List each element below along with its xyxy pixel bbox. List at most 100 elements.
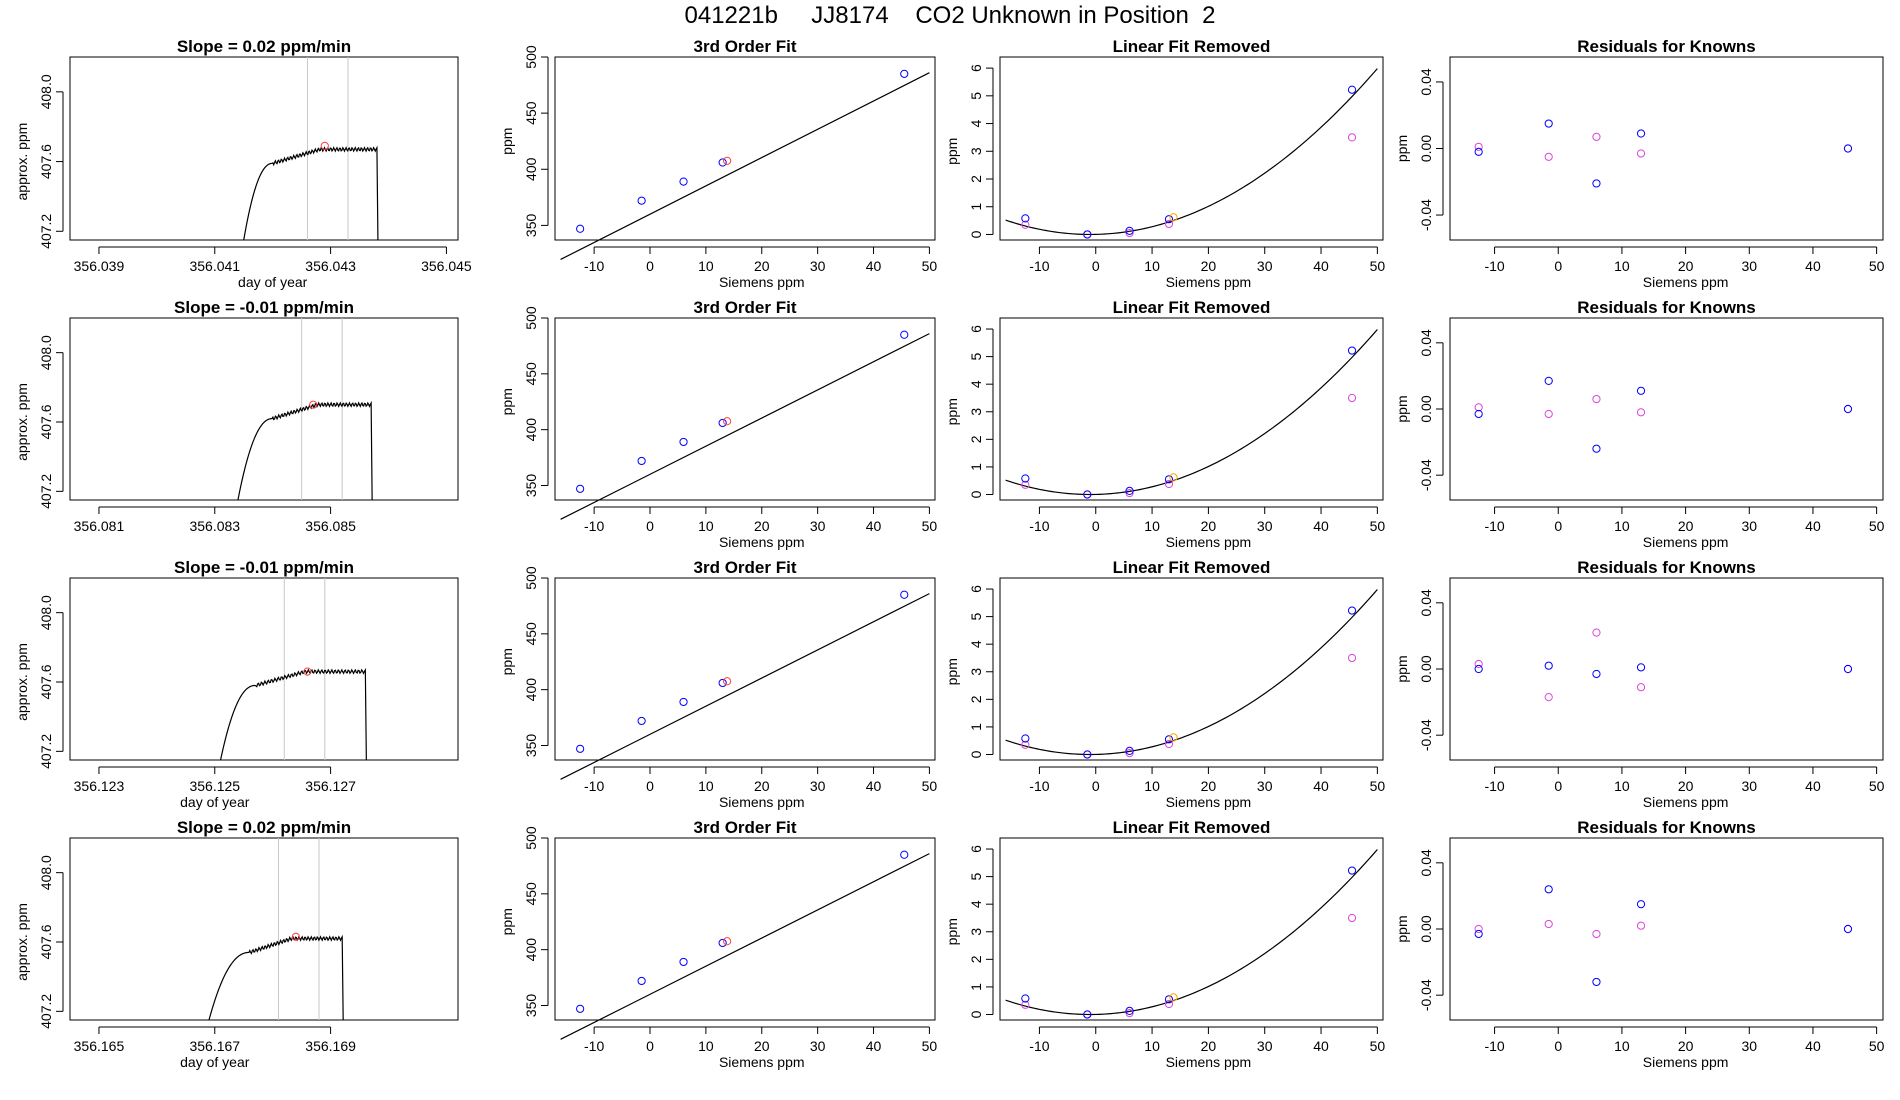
- x-tick-label: 10: [698, 778, 714, 794]
- trace-panel: Slope = 0.02 ppm/min 356.039 356.041 356.04…: [14, 37, 472, 290]
- alt-point: [1164, 999, 1174, 1009]
- y-tick-label: -0.04: [1418, 199, 1434, 231]
- x-tick-label: 30: [1741, 258, 1757, 274]
- residual-point: [1592, 977, 1601, 987]
- y-tick-label: 5: [968, 353, 984, 361]
- x-tick-label: 30: [1741, 778, 1757, 794]
- y-tick-label: 450: [523, 101, 539, 125]
- y-tick-label: 407.2: [38, 474, 54, 509]
- unknown-point: [1169, 993, 1178, 1002]
- y-axis-label: ppm: [1394, 135, 1410, 162]
- x-tick-label: 356.085: [305, 518, 356, 534]
- y-tick-label: 6: [968, 585, 984, 593]
- y-tick-label: 1: [968, 463, 984, 471]
- panel-title: Residuals for Knowns: [1577, 558, 1756, 577]
- fit-curve: [1005, 68, 1378, 236]
- x-tick-label: 50: [1370, 258, 1386, 274]
- y-tick-label: 450: [523, 882, 539, 906]
- measurement-trace: [208, 934, 344, 1021]
- x-tick-label: 10: [1614, 258, 1630, 274]
- y-tick-label: 407.2: [38, 994, 54, 1029]
- y-tick-label: 0: [968, 1010, 984, 1018]
- y-axis-label: ppm: [499, 128, 515, 155]
- y-tick-label: 2: [968, 175, 984, 183]
- y-tick-label: 400: [523, 157, 539, 181]
- residual-point: [1474, 664, 1483, 674]
- figure-title: 041221b JJ8174 CO2 Unknown in Position 2: [684, 2, 1216, 29]
- alt-residual-point: [1636, 921, 1646, 930]
- y-tick-label: 2: [968, 955, 984, 963]
- y-tick-label: 1: [968, 983, 984, 991]
- y-axis-label: ppm: [944, 918, 960, 945]
- known-point: [637, 456, 646, 466]
- residual-point: [1544, 119, 1553, 128]
- residuals-panel: Residuals for Knowns -10 0 10 20 30 40 50 Siemen…: [1394, 37, 1885, 290]
- unknown-point: [723, 937, 732, 946]
- known-point: [900, 330, 909, 339]
- alt-point: [1125, 1009, 1134, 1018]
- x-tick-label: 356.045: [421, 258, 472, 274]
- known-point: [1347, 346, 1357, 355]
- known-point: [1164, 995, 1174, 1004]
- y-axis-label: approx. ppm: [14, 903, 30, 981]
- alt-point: [1164, 219, 1174, 229]
- known-point: [1164, 215, 1174, 224]
- y-tick-label: 6: [968, 325, 984, 333]
- x-tick-label: 30: [1257, 518, 1273, 534]
- known-point: [718, 158, 727, 167]
- x-tick-label: 50: [922, 518, 938, 534]
- x-tick-label: 10: [1144, 1038, 1160, 1054]
- plot-frame: [69, 837, 459, 1021]
- x-tick-label: 20: [754, 518, 770, 534]
- x-axis-label: Siemens ppm: [1643, 534, 1729, 550]
- residual-point: [1592, 179, 1601, 188]
- x-tick-label: 50: [1869, 1038, 1885, 1054]
- x-tick-label: 356.039: [74, 258, 125, 274]
- known-point: [718, 678, 727, 688]
- y-axis-label: approx. ppm: [14, 383, 30, 461]
- x-tick-label: 356.169: [305, 1038, 356, 1054]
- x-tick-label: -10: [1484, 258, 1504, 274]
- x-tick-label: 50: [1370, 518, 1386, 534]
- y-tick-label: 0.04: [1418, 849, 1434, 876]
- y-tick-label: 350: [523, 214, 539, 238]
- x-tick-label: -10: [584, 518, 604, 534]
- residual-point: [1474, 409, 1483, 419]
- x-axis-label: Siemens ppm: [719, 274, 805, 290]
- known-point: [1083, 490, 1092, 499]
- known-point: [679, 957, 688, 967]
- alt-point: [1125, 749, 1134, 758]
- measurement-trace: [237, 400, 373, 501]
- known-point: [1347, 866, 1357, 875]
- y-tick-label: 407.6: [38, 144, 54, 179]
- residual-point: [1843, 664, 1853, 674]
- x-tick-label: 356.083: [189, 518, 240, 534]
- x-tick-label: 20: [1201, 1038, 1217, 1054]
- x-tick-label: 40: [866, 1038, 882, 1054]
- alt-point: [1021, 1000, 1030, 1009]
- known-point: [1164, 735, 1174, 744]
- fit-panel: 3rd Order Fit -10 0 10 20 30 40 50 Siemens ppm 35…: [499, 298, 937, 550]
- alt-point: [1347, 913, 1357, 923]
- linear-fit-removed-panel: Linear Fit Removed-10 0 10 20 30 40 50Siemens …: [944, 37, 1385, 290]
- residual-point: [1474, 147, 1483, 156]
- y-tick-label: 4: [968, 640, 984, 648]
- alt-point: [1021, 740, 1030, 749]
- alt-residual-point: [1544, 409, 1553, 419]
- known-point: [637, 716, 646, 726]
- y-tick-label: 4: [968, 119, 984, 127]
- y-tick-label: 400: [523, 678, 539, 702]
- x-axis-label: Siemens ppm: [1166, 794, 1252, 810]
- x-tick-label: 40: [1313, 1038, 1329, 1054]
- panel-title: Residuals for Knowns: [1577, 818, 1756, 837]
- known-point: [1083, 230, 1092, 239]
- x-tick-label: 40: [1313, 258, 1329, 274]
- residual-point: [1474, 929, 1483, 939]
- panel-title: Residuals for Knowns: [1577, 298, 1756, 317]
- known-point: [679, 437, 688, 447]
- y-axis-label: ppm: [1394, 395, 1410, 422]
- alt-residual-point: [1636, 683, 1646, 692]
- panel-title: 3rd Order Fit: [694, 37, 797, 56]
- x-tick-label: 40: [1313, 518, 1329, 534]
- alt-residual-point: [1592, 929, 1601, 939]
